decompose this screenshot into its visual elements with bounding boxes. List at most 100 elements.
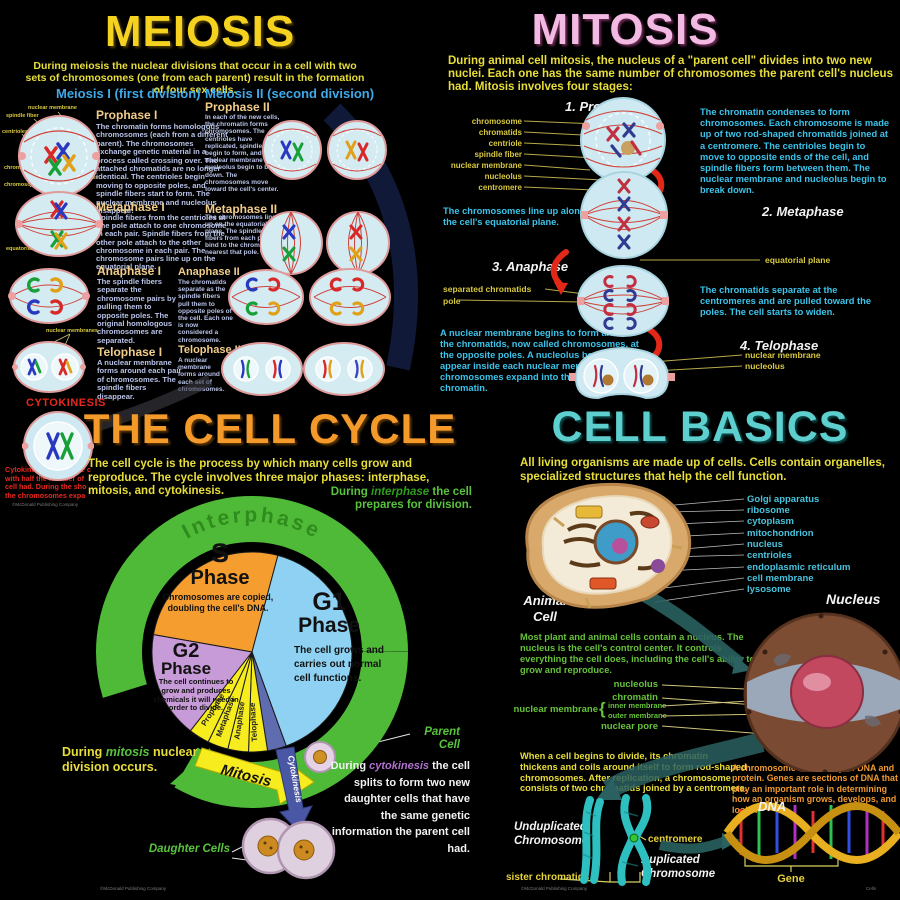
nuclear-pore-label: nuclear pore xyxy=(600,721,658,732)
anaphase1-cell-diagram xyxy=(8,268,90,324)
g1-phase-wedge xyxy=(251,554,353,747)
mitosis-label-chromosome: chromosome xyxy=(471,117,522,126)
separated-chromatids-label: separated chromatids xyxy=(443,284,532,294)
mitosis-metaphase-text: The chromosomes line up along the cell's… xyxy=(443,206,586,227)
metaphase1-heading: Metaphase I xyxy=(96,200,165,214)
telophase1-heading: Telophase I xyxy=(97,345,163,359)
metaphase2-text: The chromosomes line up on the equatoria… xyxy=(205,214,276,256)
mitosis-anaphase-text: The chromatids separate at the centromer… xyxy=(700,285,872,318)
organelle-label-cytoplasm: cytoplasm xyxy=(747,516,794,527)
anaphase2-heading: Anaphase II xyxy=(178,266,240,278)
parent-cell-label: Parent Cell xyxy=(424,726,460,751)
metaphase1-text: Spindle fibers from the centrioles at on… xyxy=(96,213,227,272)
sister-chromatids-label: sister chromatids xyxy=(506,872,590,883)
mitosis-label-chromatids: chromatids xyxy=(478,128,522,137)
mitosis-metaphase-cell xyxy=(580,171,668,259)
prophase2-text: In each of the new cells, the chromatin … xyxy=(205,114,282,194)
equatorial-plane-label: equatorial plane xyxy=(6,246,49,252)
mitosis-label-nuclear-membrane: nuclear membrane xyxy=(450,161,522,170)
g1-phase-title: G1 xyxy=(312,588,346,616)
g2-phase-text: The cell continues to grow and produces … xyxy=(153,677,239,713)
swoosh-arrow xyxy=(94,374,213,432)
g1-phase-text: The cell grows and carries out normal ce… xyxy=(294,645,385,684)
organelle-label-centrioles: centrioles xyxy=(747,550,792,561)
organelle-label-cell-membrane: cell membrane xyxy=(747,573,814,584)
organelle-label-nucleus: nucleus xyxy=(747,539,783,550)
pole-label: pole xyxy=(443,296,461,306)
cell-cycle-diagram: Interphase Prophase Metaphase Anaphase T… xyxy=(96,496,408,833)
nucleus-text: Most plant and animal cells contain a nu… xyxy=(520,632,756,675)
mitosis-telophase-cell xyxy=(569,346,675,400)
daughter-cells-label: Daughter Cells xyxy=(148,843,230,855)
g1-phase-title2: Phase xyxy=(298,614,360,637)
g2-phase-title: G2 xyxy=(172,640,200,662)
spindle-fiber-label: spindle fiber xyxy=(6,113,39,119)
outer-membrane-label: outer membrane xyxy=(608,711,667,720)
cytokinesis-arrow xyxy=(275,746,313,833)
s-phase-text: Chromosomes are copied, doubling the cel… xyxy=(162,592,274,613)
interphase-note: During interphase the cell prepares for … xyxy=(330,486,472,511)
cytokinesis-note: During cytokinesis the cell splits to fo… xyxy=(330,760,470,855)
telophase-nuclear-membrane-label: nuclear membrane xyxy=(745,350,821,360)
chromatin-label: chromatin xyxy=(612,692,658,703)
s-phase-title2: Phase xyxy=(190,567,250,589)
meiosis-division1-header: Meiosis I (first division) xyxy=(56,86,201,101)
g2-phase-title2: Phase xyxy=(160,659,212,678)
telophase1-cell-diagram xyxy=(12,341,86,393)
dna-helix-image xyxy=(723,802,900,864)
inner-membrane-label: inner membrane xyxy=(608,701,667,710)
chromosomes-image xyxy=(580,794,652,886)
nucleus-heading: Nucleus xyxy=(826,591,881,607)
telophase2-cells-diagram xyxy=(221,342,385,396)
animal-cell-image xyxy=(525,482,692,609)
interphase-ring xyxy=(96,496,408,808)
telophase-wedge-label: Telophase xyxy=(248,702,259,742)
mitosis-label-spindle-fiber: spindle fiber xyxy=(474,150,522,159)
nuclear-membranes-label: nuclear membranes xyxy=(46,328,98,334)
metaphase2-heading: Metaphase II xyxy=(205,202,278,216)
organelle-label-mitochondrion: mitochondrion xyxy=(747,528,814,539)
cell-cycle-intro: The cell cycle is the process by which m… xyxy=(88,458,430,497)
prophase2-heading: Prophase II xyxy=(205,100,270,114)
mitosis-anaphase-heading: 3. Anaphase xyxy=(492,259,569,274)
teal-arrows xyxy=(602,583,765,854)
mitosis-note: During mitosis nuclear division occurs. xyxy=(62,745,198,774)
nuclear-membrane-label: nuclear membrane xyxy=(28,105,77,111)
organelle-label-ribosome: ribosome xyxy=(747,505,790,516)
cytokinesis-heading: CYTOKINESIS xyxy=(26,397,106,409)
nucleolus-label: nucleolus xyxy=(613,679,658,690)
mitosis-intro: During animal cell mitosis, the nucleus … xyxy=(448,55,893,93)
metaphase2-cells-diagram xyxy=(260,211,390,275)
unduplicated-chromosome-label: Unduplicated Chromosome xyxy=(514,821,589,847)
mitosis-prophase-cell xyxy=(580,97,666,183)
duplicated-chromosome-label: Duplicated Chromosome xyxy=(641,854,716,880)
cytokinesis-cell-diagram xyxy=(22,411,94,481)
mitosis-label-centromere: centromere xyxy=(478,183,522,192)
mitosis-title: MITOSIS xyxy=(531,5,719,54)
meiosis-intro: During meiosis the nuclear divisions tha… xyxy=(25,60,365,96)
organelle-label-golgi: Golgi apparatus xyxy=(747,494,820,505)
gene-label: Gene xyxy=(777,873,805,885)
metaphase1-cell-diagram xyxy=(15,191,103,257)
organelle-label-er: endoplasmic reticulum xyxy=(747,562,851,573)
prophase1-cell-diagram xyxy=(18,115,100,197)
centromere-label: centromere xyxy=(648,834,703,845)
dna-label: DNA xyxy=(758,799,787,814)
prophase1-text: The chromatin forms homologous chromosom… xyxy=(96,122,228,216)
mitosis-anaphase-cell xyxy=(577,265,669,337)
brace-glyph: { xyxy=(599,699,606,718)
mitosis-prophase-text: The chromatin condenses to form chromoso… xyxy=(700,107,890,196)
nucleus-image xyxy=(743,612,900,772)
cell-cycle-title: THE CELL CYCLE xyxy=(83,405,457,452)
series-credit: Cells xyxy=(866,886,877,891)
mitosis-label-nucleolus: nucleolus xyxy=(484,172,522,181)
mitosis-telophase-text: A nuclear membrane begins to form around… xyxy=(440,328,639,393)
daughter-cells-image xyxy=(241,817,336,880)
s-phase-wedge xyxy=(152,551,279,653)
anaphase2-text: The chromatids separate as the spindle f… xyxy=(178,279,233,344)
chromatids-label: chromatids xyxy=(4,165,34,171)
prophase1-heading: Prophase I xyxy=(96,108,158,122)
publisher-credit: ©McDonald Publishing Company xyxy=(100,886,167,891)
anaphase2-cells-diagram xyxy=(228,268,391,326)
